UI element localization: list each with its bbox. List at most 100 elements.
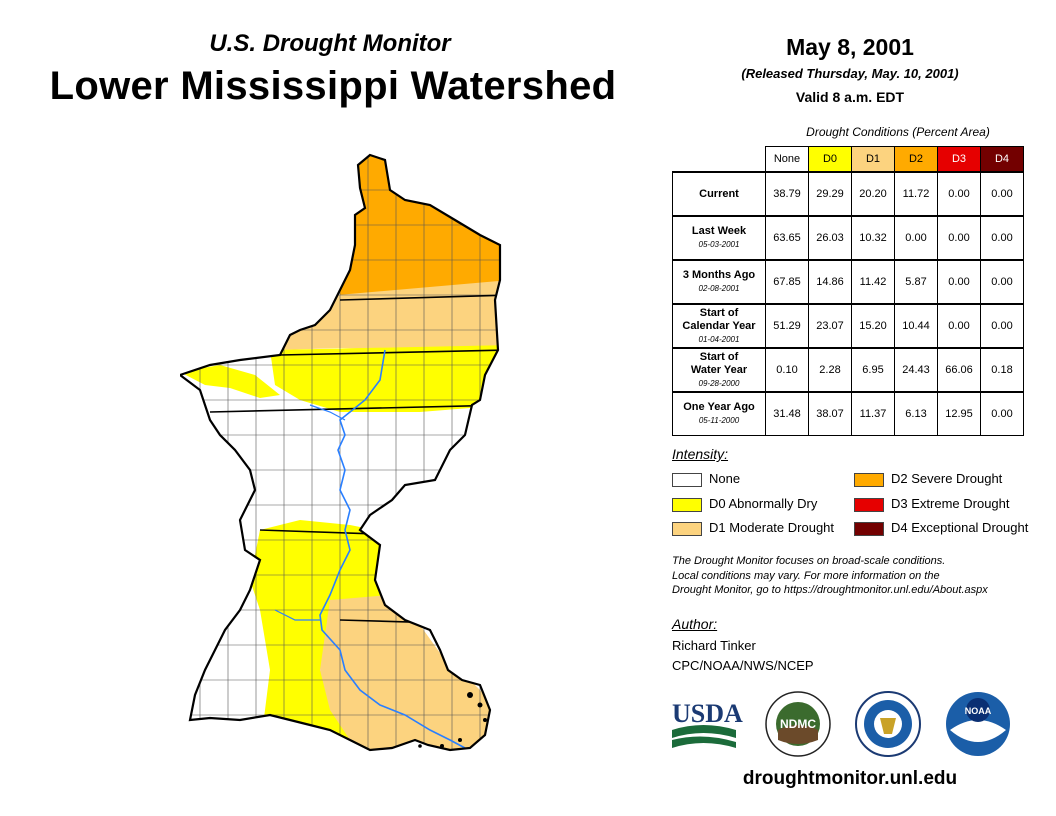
swatch-d4: [854, 521, 884, 536]
table-cell: 0.00: [980, 259, 1024, 305]
table-cell: 5.87: [894, 259, 938, 305]
table-cell: 66.06: [937, 347, 981, 393]
author-org: CPC/NOAA/NWS/NCEP: [672, 658, 814, 673]
d0-area-north: [270, 345, 500, 412]
legend-d4: D4 Exceptional Drought: [854, 520, 1028, 536]
map-subtitle: U.S. Drought Monitor: [209, 30, 451, 57]
table-cell: 63.65: [765, 215, 809, 261]
row-label-text: Start of: [699, 350, 739, 363]
table-corner: [673, 147, 766, 173]
table-cell: 0.10: [765, 347, 809, 393]
d0-area-northwest: [180, 365, 280, 398]
table-cell: 26.03: [808, 215, 852, 261]
legend-d0: D0 Abnormally Dry: [672, 496, 817, 512]
swatch-d0: [672, 497, 702, 512]
swatch-none: [672, 472, 702, 487]
table-cell: 29.29: [808, 171, 852, 217]
table-cell: 15.20: [851, 303, 895, 349]
table-cell: 31.48: [765, 391, 809, 436]
row-label-text: One Year Ago: [683, 401, 755, 413]
table-cell: 14.86: [808, 259, 852, 305]
note-line: Local conditions may vary. For more info…: [672, 569, 940, 582]
row-label: Current: [672, 171, 766, 217]
d1-area-north: [280, 280, 500, 355]
table-cell: 2.28: [808, 347, 852, 393]
table-row: 3 Months Ago 02-08-2001 67.85 14.86 11.42 5.8…: [672, 259, 1024, 305]
author-name: Richard Tinker: [672, 638, 756, 653]
table-cell: 38.07: [808, 391, 852, 436]
table-caption: Drought Conditions (Percent Area): [806, 125, 990, 139]
table-cell: 0.00: [937, 259, 981, 305]
col-d1: D1: [851, 146, 895, 173]
row-label: 3 Months Ago 02-08-2001: [672, 259, 766, 305]
note-line: The Drought Monitor focuses on broad-sca…: [672, 555, 946, 567]
swatch-d2: [854, 472, 884, 487]
table-cell: 10.44: [894, 303, 938, 349]
row-label-text: 3 Months Ago: [682, 269, 756, 281]
table-cell: 0.00: [980, 215, 1024, 261]
table-header-row: None D0 D1 D2 D3 D4: [673, 146, 1024, 173]
table-cell: 11.72: [894, 171, 938, 217]
table-cell: 0.00: [980, 391, 1024, 436]
usda-logo: USDA: [672, 699, 743, 748]
row-label: Start of Calendar Year 01-04-2001: [672, 303, 766, 349]
col-d2: D2: [894, 146, 938, 173]
svg-text:NOAA: NOAA: [965, 706, 992, 716]
row-label-text: Start of: [699, 306, 739, 319]
row-label: Last Week 05-03-2001: [672, 215, 766, 261]
table-row: Start of Water Year 09-28-2000 0.10 2.28 6.95…: [672, 347, 1024, 393]
legend-label: D4 Exceptional Drought: [891, 520, 1029, 535]
table-row: One Year Ago 05-11-2000 31.48 38.07 11.37 6.1…: [672, 391, 1024, 436]
valid-time: Valid 8 a.m. EDT: [795, 89, 905, 105]
table-cell: 12.95: [937, 391, 981, 436]
col-d0: D0: [808, 146, 852, 173]
legend-none: None: [672, 471, 740, 487]
row-label-text: Water Year: [690, 363, 748, 376]
col-none: None: [765, 146, 809, 173]
table-cell: 0.00: [937, 171, 981, 217]
table-cell: 6.95: [851, 347, 895, 393]
legend-label: D2 Severe Drought: [891, 471, 1003, 486]
release-date: (Released Thursday, May. 10, 2001): [741, 66, 959, 81]
legend-label: None: [709, 471, 741, 486]
table-cell: 6.13: [894, 391, 938, 436]
table-cell: 0.00: [937, 215, 981, 261]
table-cell: 11.37: [851, 391, 895, 436]
commerce-seal-logo: [855, 691, 921, 757]
swatch-d1: [672, 521, 702, 536]
watershed-outline: [180, 153, 502, 752]
author-label: Author:: [672, 616, 718, 632]
table-row: Current 38.79 29.29 20.20 11.72 0.00 0.00: [672, 171, 1024, 217]
row-date: 01-04-2001: [698, 334, 740, 344]
note-line: Drought Monitor, go to https://droughtmo…: [672, 584, 988, 596]
legend-label: D1 Moderate Drought: [709, 520, 835, 535]
swatch-d3: [854, 497, 884, 512]
legend-d3: D3 Extreme Drought: [854, 496, 1010, 512]
table-cell: 0.18: [980, 347, 1024, 393]
table-cell: 0.00: [937, 303, 981, 349]
ndmc-logo: NDMC: [765, 691, 831, 757]
row-label-text: Current: [699, 187, 739, 200]
row-date: 05-03-2001: [698, 240, 740, 249]
disclaimer-note: The Drought Monitor focuses on broad-sca…: [672, 554, 1042, 598]
legend-d1: D1 Moderate Drought: [672, 520, 834, 536]
table-cell: 0.00: [980, 171, 1024, 217]
col-d4: D4: [980, 146, 1024, 173]
table-row: Start of Calendar Year 01-04-2001 51.29 23.0…: [672, 303, 1024, 349]
table-cell: 24.43: [894, 347, 938, 393]
legend-d2: D2 Severe Drought: [854, 471, 1002, 487]
table-cell: 0.00: [980, 303, 1024, 349]
table-cell: 23.07: [808, 303, 852, 349]
row-label-text: Calendar Year: [682, 319, 756, 332]
d1-area-south: [320, 595, 500, 750]
map-date: May 8, 2001: [786, 34, 914, 60]
website-url[interactable]: droughtmonitor.unl.edu: [742, 768, 958, 789]
intensity-label: Intensity:: [672, 446, 729, 462]
legend-label: D3 Extreme Drought: [891, 496, 1010, 511]
row-label: One Year Ago 05-11-2000: [672, 391, 766, 436]
row-label-text: Last Week: [691, 225, 747, 237]
table-cell: 10.32: [851, 215, 895, 261]
table-cell: 20.20: [851, 171, 895, 217]
table-cell: 67.85: [765, 259, 809, 305]
table-row: Last Week 05-03-2001 63.65 26.03 10.32 0.00 0.…: [672, 215, 1024, 261]
